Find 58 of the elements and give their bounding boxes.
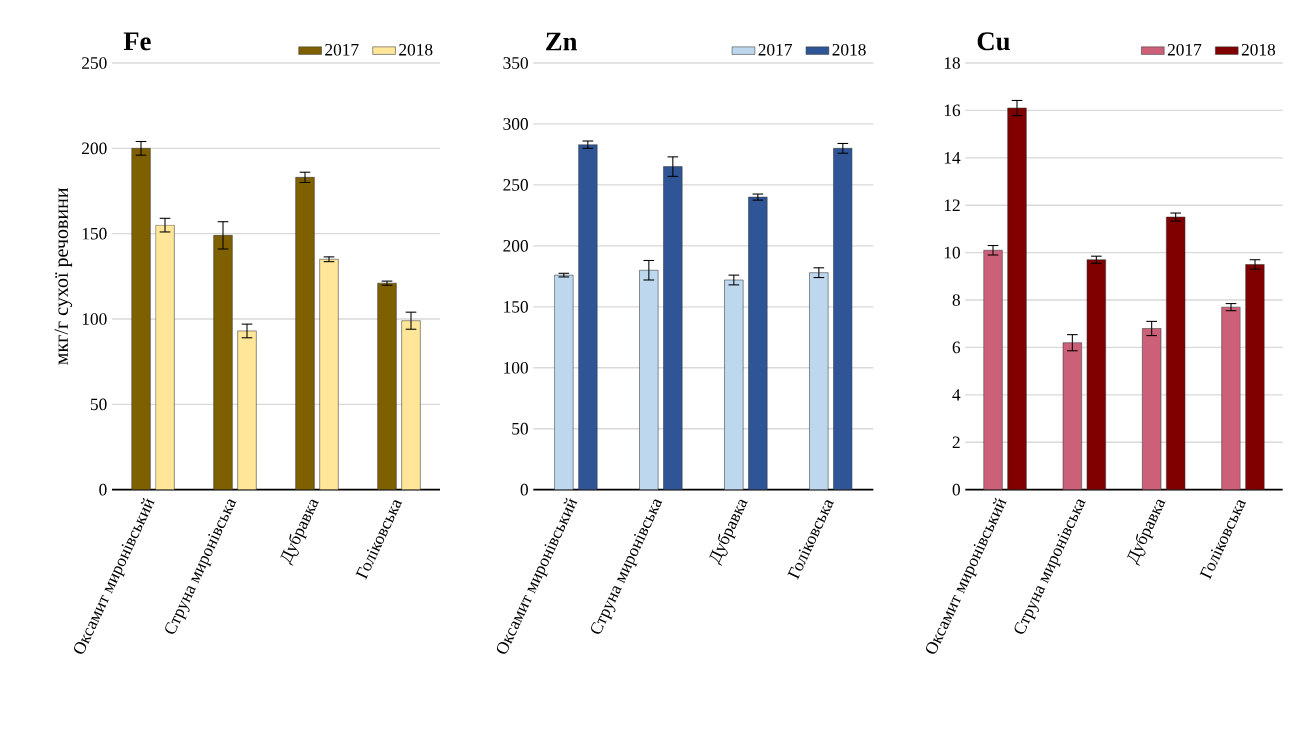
bar — [554, 274, 574, 490]
y-tick-label: 18 — [944, 57, 960, 69]
y-tick-label: 0 — [952, 483, 960, 496]
y-tick-label: 50 — [90, 398, 107, 411]
bar — [1221, 306, 1241, 490]
legend-label: 2017 — [325, 43, 359, 56]
bar — [237, 330, 257, 490]
bar — [213, 235, 233, 490]
chart-title: Cu — [977, 32, 1010, 51]
y-axis-title: мкг/г сухої речовини — [54, 187, 73, 365]
legend-label: 2017 — [1167, 43, 1202, 56]
bar — [639, 269, 659, 490]
bar — [155, 224, 175, 490]
bar — [1142, 328, 1162, 490]
y-tick-label: 10 — [944, 246, 960, 259]
bar — [748, 196, 768, 490]
bar — [1007, 107, 1027, 490]
legend-label: 2018 — [1241, 43, 1276, 56]
y-tick-label: 6 — [952, 341, 961, 354]
bar — [1086, 259, 1106, 490]
y-tick-label: 14 — [944, 152, 961, 164]
bar — [401, 320, 421, 490]
y-tick-label: 350 — [503, 57, 528, 69]
bar — [578, 144, 598, 490]
bar — [1062, 342, 1082, 490]
y-tick-label: 8 — [952, 294, 960, 306]
y-tick-label: 250 — [503, 179, 528, 191]
y-tick-label: 200 — [82, 142, 107, 155]
legend-label: 2018 — [399, 43, 433, 56]
y-tick-label: 16 — [944, 104, 961, 117]
y-tick-label: 250 — [82, 57, 107, 69]
y-tick-label: 300 — [503, 118, 528, 130]
y-tick-label: 4 — [952, 389, 961, 401]
y-tick-label: 150 — [504, 300, 528, 313]
y-tick-label: 2 — [952, 436, 960, 448]
y-tick-label: 200 — [503, 240, 528, 252]
bar — [1166, 216, 1186, 490]
y-tick-label: 0 — [99, 483, 107, 496]
y-tick-label: 12 — [944, 199, 960, 211]
bar — [377, 282, 397, 490]
legend-label: 2017 — [758, 43, 792, 56]
y-tick-label: 0 — [520, 483, 528, 496]
y-tick-label: 150 — [82, 227, 107, 240]
bar — [131, 148, 151, 490]
bar — [1245, 264, 1265, 490]
chart-title: Zn — [546, 32, 578, 51]
bar — [983, 250, 1003, 490]
y-tick-label: 50 — [512, 422, 528, 435]
y-tick-label: 100 — [82, 313, 107, 325]
bar — [663, 166, 683, 490]
chart-title: Fe — [123, 32, 151, 51]
y-tick-label: 100 — [504, 361, 528, 374]
bar — [809, 272, 829, 490]
bar — [295, 177, 315, 490]
bar — [319, 258, 339, 490]
bar — [724, 279, 744, 490]
bar — [833, 148, 853, 490]
legend-label: 2018 — [832, 43, 866, 56]
